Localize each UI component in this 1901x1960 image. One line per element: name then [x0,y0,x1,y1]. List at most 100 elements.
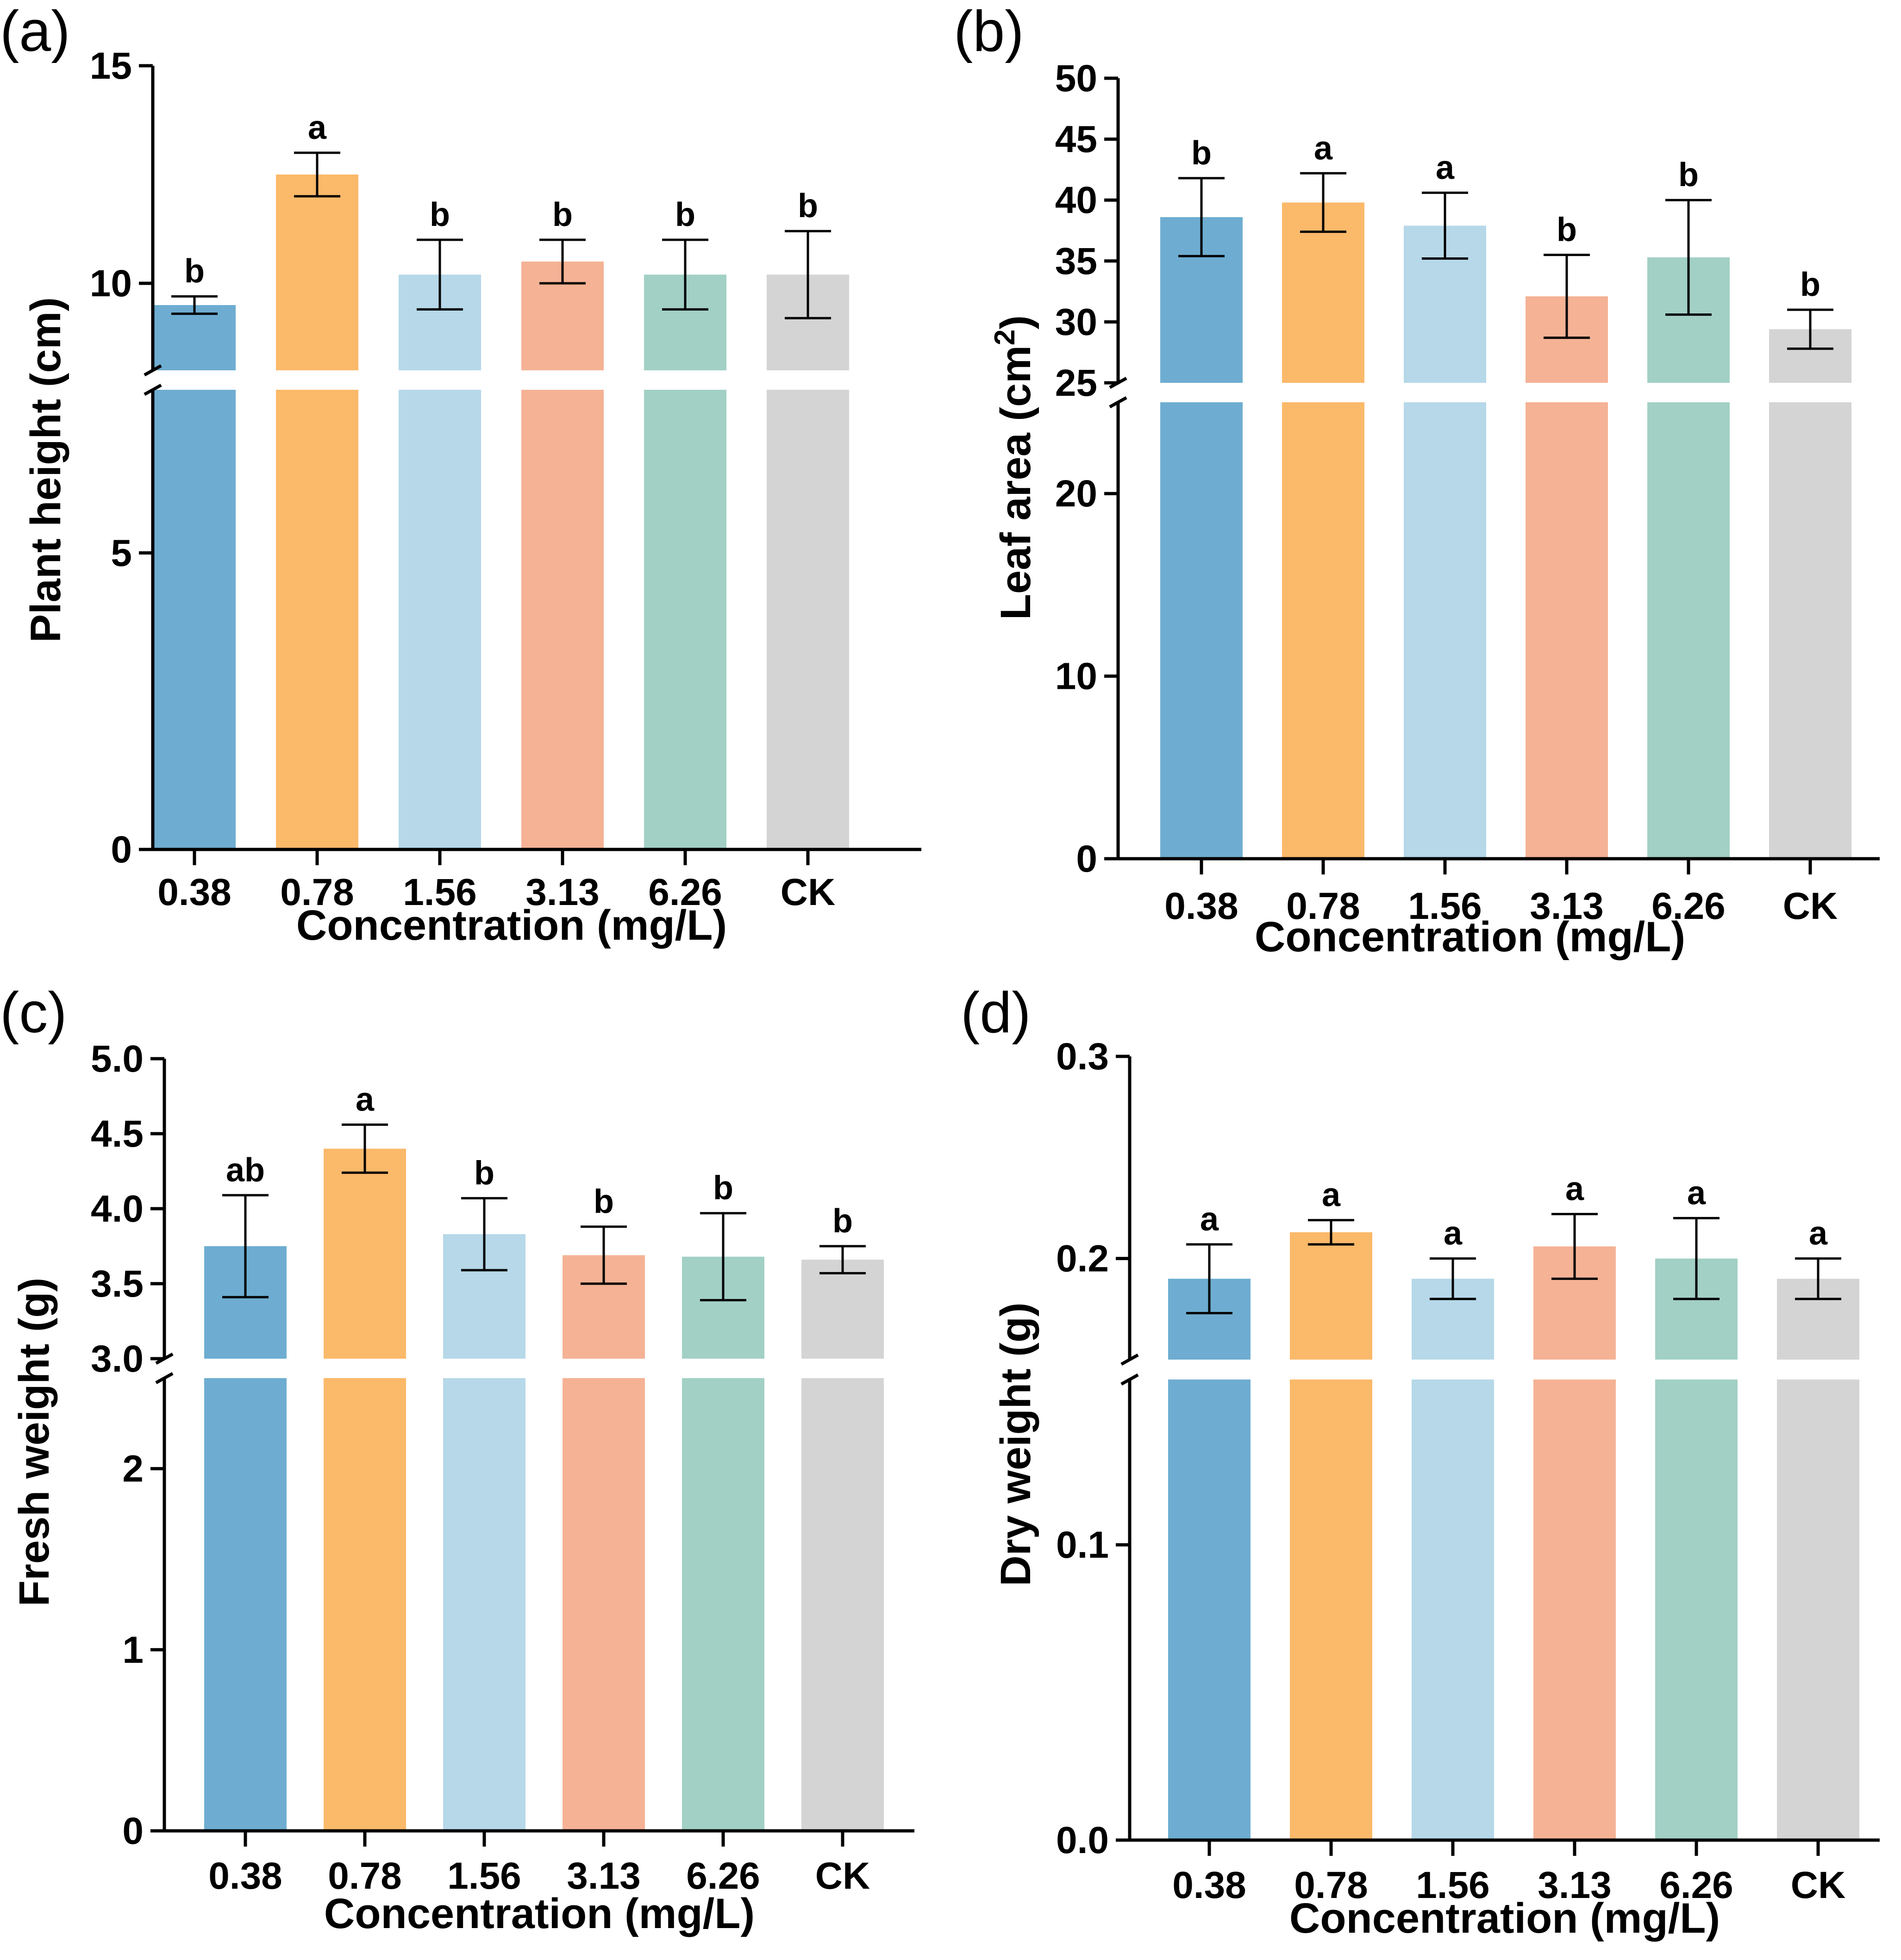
x-tick-label: 6.26 [1651,885,1726,927]
y-tick-label: 0.1 [1056,1524,1109,1566]
y-axis-label-tail: ) [992,315,1039,330]
significance-label: b [594,1183,614,1220]
y-tick-label: 35 [1055,240,1097,282]
axis-break-mark [1109,396,1127,409]
significance-label: b [713,1170,733,1207]
bar-lower-segment [563,1378,645,1831]
y-tick-label: 3.0 [91,1338,144,1380]
significance-label: b [430,196,450,233]
x-tick-label: 6.26 [648,871,722,913]
x-tick-label: 0.78 [280,871,354,913]
y-tick-label: 0 [111,829,132,871]
y-tick-label: 5 [111,532,132,574]
x-tick-label: 1.56 [1416,1864,1490,1906]
x-tick-label: 0.78 [1286,885,1360,927]
bar-lower-segment [443,1378,525,1831]
x-tick-label: 0.78 [1294,1864,1368,1906]
bar-lower-segment [399,390,481,849]
bar [324,1149,406,1359]
significance-label: a [1565,1171,1584,1208]
y-tick-label: 0.0 [1056,1819,1109,1861]
x-tick-label: 0.78 [328,1855,402,1897]
panel-label: (d) [961,981,1031,1045]
y-tick-label: 10 [90,262,132,305]
x-tick-label: CK [1783,885,1838,927]
bar-lower-segment [767,390,849,849]
x-tick-label: 0.38 [208,1855,282,1897]
x-axis-label: Concentration (mg/L) [1255,913,1685,961]
y-axis-label: Leaf area (cm2) [989,315,1040,620]
bar-lower-segment [204,1378,287,1831]
x-tick-label: 1.56 [1408,885,1482,927]
y-tick-label: 3.5 [91,1263,144,1305]
significance-label: b [1557,212,1577,249]
x-tick-label: 1.56 [403,871,477,913]
significance-label: a [308,109,327,146]
chart-panel: (b) Leaf area (cm2) b 0.38 a 0.78 a 1.56 b 3.13 b 6… [954,0,1880,961]
y-tick-label: 0.2 [1056,1238,1109,1280]
y-tick-label: 10 [1055,655,1097,698]
x-axis-label: Concentration (mg/L) [1289,1895,1720,1942]
x-tick-label: 3.13 [525,871,600,913]
bar-lower-segment [276,390,358,849]
x-tick-label: 1.56 [447,1855,521,1897]
y-axis-label: Plant height (cm) [22,297,69,643]
bar-lower-segment [644,390,726,849]
panel-label: (b) [954,0,1024,63]
significance-label: b [552,196,573,233]
x-tick-label: 0.38 [157,871,231,913]
x-tick-label: 0.38 [1172,1864,1246,1906]
bar-lower-segment [521,390,604,849]
bar-lower-segment [153,390,236,849]
x-tick-label: CK [781,871,835,913]
significance-label: b [1678,156,1699,194]
x-axis-label: Concentration (mg/L) [324,1890,755,1937]
significance-label: a [1322,1177,1341,1214]
bar-lower-segment [1769,402,1851,859]
bar-lower-segment [1533,1379,1616,1840]
bar-lower-segment [682,1378,764,1831]
chart-panel: (a) Plant height (cm) b 0.38 a 0.78 b 1.56 b 3.13… [0,0,921,949]
y-tick-label: 15 [90,45,132,87]
axis-break-mark [144,383,162,396]
panel-label: (a) [0,0,70,63]
y-tick-label: 20 [1055,473,1097,515]
bar-lower-segment [1160,402,1243,859]
significance-label: a [1314,130,1333,167]
y-tick-label: 50 [1055,57,1097,100]
bar-lower-segment [1647,402,1730,859]
significance-label: b [474,1155,494,1192]
significance-label: b [798,187,818,225]
bar [801,1260,884,1359]
chart-panel: (d) Dry weight (g) a 0.38 a 0.78 a 1.56 a 3.13 a 6.… [961,981,1880,1942]
y-axis-label-superscript: 2 [989,329,1021,345]
x-tick-label: 3.13 [1538,1864,1612,1906]
bar-lower-segment [1526,402,1608,859]
significance-label: b [675,196,695,233]
significance-label: b [184,253,205,290]
bar-lower-segment [801,1378,884,1831]
y-tick-label: 0 [122,1810,144,1852]
bar [276,175,358,370]
y-axis-label: Fresh weight (g) [11,1278,58,1606]
y-tick-label: 30 [1055,301,1097,343]
significance-label: b [1191,135,1212,172]
y-tick-label: 4.5 [91,1113,144,1155]
y-tick-label: 40 [1055,179,1097,221]
significance-label: a [356,1081,375,1118]
bar-lower-segment [1404,402,1486,859]
x-tick-label: 3.13 [1530,885,1604,927]
axis-break-mark [144,364,162,377]
y-tick-label: 0 [1076,838,1097,880]
x-tick-label: 3.13 [567,1855,641,1897]
axis-break-mark [1120,1353,1139,1366]
x-tick-label: CK [815,1855,870,1897]
chart-panel: (c) Fresh weight (g) ab 0.38 a 0.78 b 1.56 b 3.13… [0,981,914,1937]
y-axis-label: Dry weight (g) [992,1302,1039,1586]
panel-label: (c) [0,981,67,1045]
axis-break-mark [1120,1373,1139,1386]
bar-lower-segment [324,1378,406,1831]
significance-label: a [1809,1215,1828,1252]
x-axis-label: Concentration (mg/L) [296,902,727,949]
